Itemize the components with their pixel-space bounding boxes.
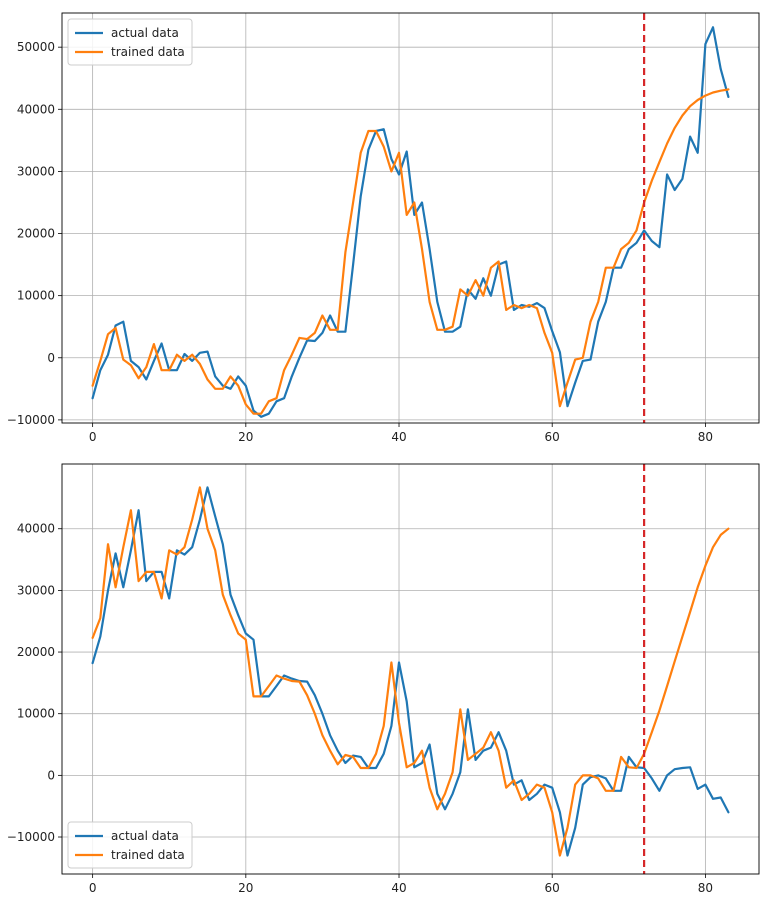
plot-frame (61, 12, 760, 424)
series-line-actual-data (91, 26, 730, 418)
series-line-trained-data (91, 486, 730, 857)
y-tick-label: 30000 (17, 583, 55, 597)
plot-frame (61, 463, 760, 875)
legend-label: trained data (111, 848, 185, 862)
x-tick-label: 60 (545, 881, 560, 895)
x-tick-label: 0 (89, 881, 97, 895)
legend-box (67, 18, 193, 66)
legend-label: actual data (111, 26, 179, 40)
top-chart: −10000 0 10000 20000 30000 40000 50000 0 20 40 60 8… (7, 12, 760, 444)
series-line-actual-data (91, 486, 730, 857)
y-tick-label: 10000 (17, 289, 55, 303)
plot-area (62, 464, 759, 874)
x-tick-label: 40 (391, 430, 406, 444)
y-tick-label: 20000 (17, 645, 55, 659)
y-tick-label: −10000 (7, 413, 55, 427)
x-tick-label: 80 (698, 430, 713, 444)
y-tick-label: −10000 (7, 830, 55, 844)
x-tick-label: 40 (391, 881, 406, 895)
bottom-chart: −10000 0 10000 20000 30000 40000 0 20 40 60 80 actu… (7, 463, 760, 895)
legend: actual data trained data (67, 18, 193, 66)
y-tick-label: 30000 (17, 164, 55, 178)
x-tick-label: 0 (89, 430, 97, 444)
x-tick-label: 80 (698, 881, 713, 895)
x-tick-label: 60 (545, 430, 560, 444)
series-line-trained-data (91, 88, 730, 415)
legend-box (67, 821, 193, 869)
y-tick-label: 10000 (17, 707, 55, 721)
x-tick-label: 20 (238, 430, 253, 444)
x-tick-label: 20 (238, 881, 253, 895)
y-tick-label: 40000 (17, 102, 55, 116)
legend-label: actual data (111, 829, 179, 843)
y-tick-label: 0 (47, 351, 55, 365)
y-tick-label: 50000 (17, 40, 55, 54)
y-tick-label: 20000 (17, 227, 55, 241)
legend: actual data trained data (67, 821, 193, 869)
legend-label: trained data (111, 45, 185, 59)
y-tick-label: 0 (47, 768, 55, 782)
y-tick-label: 40000 (17, 522, 55, 536)
